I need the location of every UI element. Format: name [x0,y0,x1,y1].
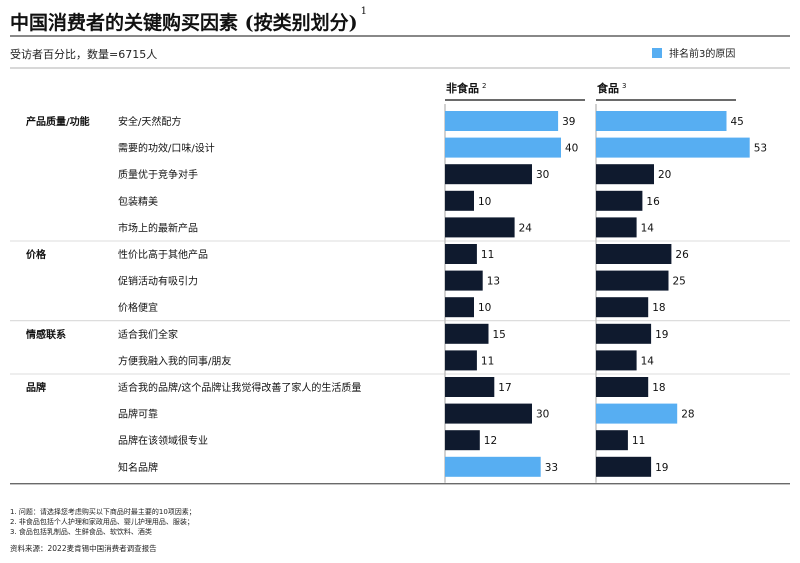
bar-value-label: 30 [536,409,549,421]
bar [596,190,643,211]
bar [445,403,532,424]
panel-footnote-marker: 3 [622,82,626,90]
bar-value-label: 30 [536,169,549,181]
group-label: 产品质量/功能 [26,115,90,128]
bar [596,244,672,264]
footnote-3: 3. 食品包括乳制品、生鲜食品、软饮料、酒类 [10,528,152,536]
group-label: 价格 [26,248,47,261]
bar [596,403,678,424]
panel-name: 食品 [597,81,619,95]
bar-value-label: 18 [652,302,665,314]
category-label: 适合我的品牌/这个品牌让我觉得改善了家人的生活质量 [118,381,361,394]
category-label: 性价比高于其他产品 [118,248,208,261]
footnote-2: 2. 非食品包括个人护理和家政用品、婴儿护理用品、服装； [10,518,194,526]
bar-value-label: 33 [545,462,558,474]
bar [596,270,669,291]
bar-value-label: 11 [632,435,645,447]
category-label: 价格便宜 [118,301,158,314]
bar [445,350,477,371]
bar [596,456,652,477]
category-label: 质量优于竞争对手 [118,168,198,181]
category-label: 需要的功效/口味/设计 [118,142,215,155]
bar-value-label: 25 [673,276,686,288]
legend: 排名前3的原因 [652,45,735,60]
bar-value-label: 14 [641,355,655,367]
bar [445,190,474,211]
category-label: 适合我们全家 [118,328,178,341]
bar-value-label: 17 [498,382,511,394]
category-label: 品牌在该领域很专业 [118,434,208,447]
chart-title: 中国消费者的关键购买因素 (按类别划分)1 [10,6,367,35]
bar-value-label: 18 [652,382,665,394]
category-label: 安全/天然配方 [118,115,181,128]
bar-value-label: 10 [478,302,491,314]
panel-header-1: 非食品 2 [446,81,486,95]
category-label: 包装精美 [118,195,158,208]
bar [445,217,515,238]
bar [596,323,652,344]
bar [596,350,637,371]
legend-swatch [652,47,662,58]
chart-title-text: 中国消费者的关键购买因素 (按类别划分) [10,12,358,34]
panel-name: 非食品 [446,81,479,95]
bar [445,111,559,131]
bar-value-label: 11 [481,355,494,367]
category-label: 知名品牌 [118,461,158,474]
group-label: 品牌 [26,381,46,394]
bar-value-label: 10 [478,196,491,208]
panel-footnote-marker: 2 [482,82,486,90]
bar-value-label: 28 [681,409,694,421]
bar [445,137,561,158]
footnote-1: 1. 问题：请选择您考虑购买以下商品时最主要的10项因素； [10,508,196,516]
bar [596,430,628,451]
bar-value-label: 40 [565,143,578,155]
group-label: 情感联系 [26,328,66,341]
bar-value-label: 16 [646,196,660,208]
bar-value-label: 13 [487,276,500,288]
bar-value-label: 15 [493,329,506,341]
source-note: 资料来源：2022麦肯锡中国消费者调查报告 [10,544,157,553]
category-label: 促销活动有吸引力 [118,275,198,288]
bar-chart: 非食品 2 食品 3 产品质量/功能 安全/天然配方 39 45 需要的功效/口味/设计 40 53… [10,35,790,485]
bar-value-label: 11 [481,249,494,261]
bar-value-label: 45 [731,116,744,128]
bar [445,164,532,185]
bar [596,217,637,238]
bar-value-label: 19 [655,329,668,341]
panel-header-2: 食品 3 [597,81,626,95]
bar [445,377,495,397]
bar [445,430,480,451]
bar-value-label: 53 [754,143,767,155]
bar [445,456,541,477]
bar [596,111,727,131]
category-label: 市场上的最新产品 [118,221,198,234]
category-label: 方便我融入我的同事/朋友 [118,354,231,367]
bar-value-label: 24 [519,222,533,234]
bar [596,377,649,397]
footnotes: 1. 问题：请选择您考虑购买以下商品时最主要的10项因素； 2. 非食品包括个人… [10,507,196,537]
bar [445,323,489,344]
bar-value-label: 39 [562,116,575,128]
bar [445,244,477,264]
bar-value-label: 12 [484,435,497,447]
chart-subtitle: 受访者百分比，数量=6715人 [10,48,158,61]
bar [445,270,483,291]
bar-value-label: 20 [658,169,671,181]
bar [445,297,474,318]
bar [596,297,649,318]
bar [596,164,654,185]
legend-label: 排名前3的原因 [669,49,736,60]
bar-value-label: 14 [641,222,655,234]
category-label: 品牌可靠 [118,408,158,421]
bar-value-label: 26 [675,249,689,261]
bar-value-label: 19 [655,462,668,474]
bar [596,137,750,158]
title-footnote-marker: 1 [360,6,367,17]
